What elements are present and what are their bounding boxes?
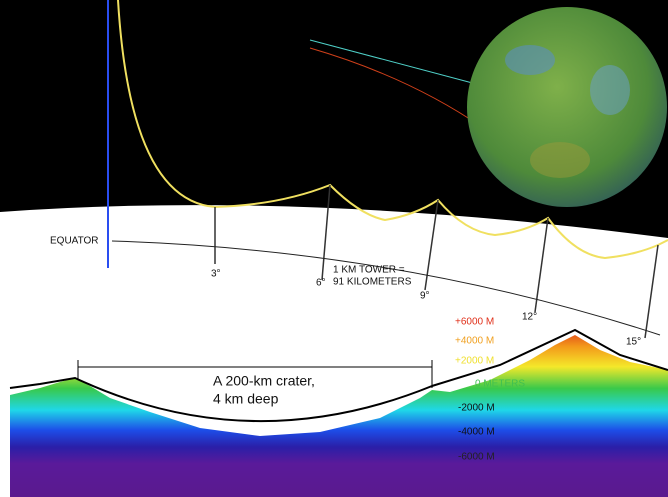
tower-label: 91 KILOMETERS: [333, 277, 412, 288]
equator-label: EQUATOR: [50, 236, 99, 247]
moon-feature: [530, 142, 590, 178]
elevation-label: -2000 M: [458, 403, 495, 414]
crater-label: A 200-km crater,: [213, 373, 315, 389]
degree-label: 12°: [522, 312, 537, 323]
crater-label: 4 km deep: [213, 391, 279, 407]
elevation-label: +6000 M: [455, 317, 494, 328]
degree-label: 6°: [316, 278, 326, 289]
elevation-label: -4000 M: [458, 427, 495, 438]
degree-label: 15°: [626, 337, 641, 348]
elevation-label: -6000 M: [458, 452, 495, 463]
elevation-label: 0 METERS: [475, 379, 525, 390]
degree-label: 3°: [211, 269, 221, 280]
moon-feature: [505, 45, 555, 75]
moon-feature: [590, 65, 630, 115]
diagram: EQUATOR 3° 6° 9° 12° 15° 1 KM TOWER = 91…: [0, 0, 668, 497]
degree-label: 9°: [420, 291, 430, 302]
elevation-label: +4000 M: [455, 336, 494, 347]
tower-label: 1 KM TOWER =: [333, 265, 405, 276]
elevation-label: +2000 M: [455, 356, 494, 367]
